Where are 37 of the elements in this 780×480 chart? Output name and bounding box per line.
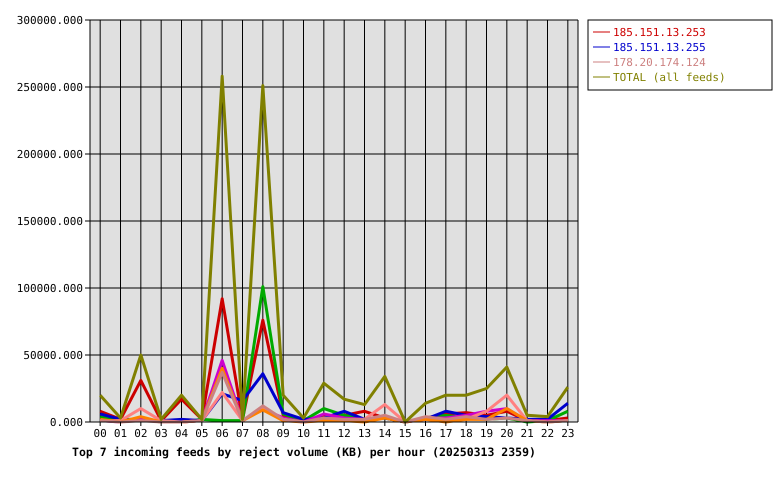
x-tick-label: 11 xyxy=(317,427,330,440)
x-tick-label: 05 xyxy=(195,427,208,440)
y-tick-label: 50000.000 xyxy=(23,348,83,362)
x-tick-label: 02 xyxy=(134,427,148,440)
x-tick-label: 12 xyxy=(338,427,351,440)
y-tick-label: 0.000 xyxy=(50,416,83,429)
x-tick-label: 08 xyxy=(256,427,270,440)
y-tick-label: 100000.000 xyxy=(16,282,83,295)
legend-label: 185.151.13.255 xyxy=(613,40,706,54)
x-tick-label: 06 xyxy=(216,427,229,440)
line-series xyxy=(98,74,570,424)
x-tick-label: 07 xyxy=(236,427,250,440)
x-tick-label: 22 xyxy=(540,427,554,440)
y-tick-label: 150000.000 xyxy=(16,214,83,228)
x-tick-label: 14 xyxy=(378,427,392,440)
x-tick-label: 13 xyxy=(358,427,372,440)
x-tick-label: 23 xyxy=(561,427,574,440)
x-tick-label: 00 xyxy=(94,427,107,440)
x-tick-label: 10 xyxy=(296,427,310,440)
x-tick-label: 20 xyxy=(500,427,514,440)
y-tick-label: 300000.000 xyxy=(16,14,83,27)
y-tick-label: 200000.000 xyxy=(16,148,83,161)
text: Top 7 incoming feeds by reject volume (KB) per hour (20250313 2359) xyxy=(72,445,536,459)
x-tick-label: 15 xyxy=(398,427,412,440)
x-tick-label: 21 xyxy=(520,427,534,440)
legend-label: 185.151.13.253 xyxy=(613,26,706,39)
x-tick-label: 18 xyxy=(460,427,473,440)
legend-label: TOTAL (all feeds) xyxy=(613,70,726,84)
x-tick-label: 16 xyxy=(418,427,432,440)
x-tick-label: 03 xyxy=(154,427,168,440)
x-tick-label: 04 xyxy=(174,427,188,440)
y-tick-label: 250000.000 xyxy=(16,80,83,94)
x-tick-label: 19 xyxy=(480,427,494,440)
x-tick-label: 01 xyxy=(114,427,128,440)
x-tick-label: 09 xyxy=(276,427,290,440)
x-tick-label: 17 xyxy=(439,427,452,440)
legend-label: 178.20.174.124 xyxy=(613,56,706,69)
